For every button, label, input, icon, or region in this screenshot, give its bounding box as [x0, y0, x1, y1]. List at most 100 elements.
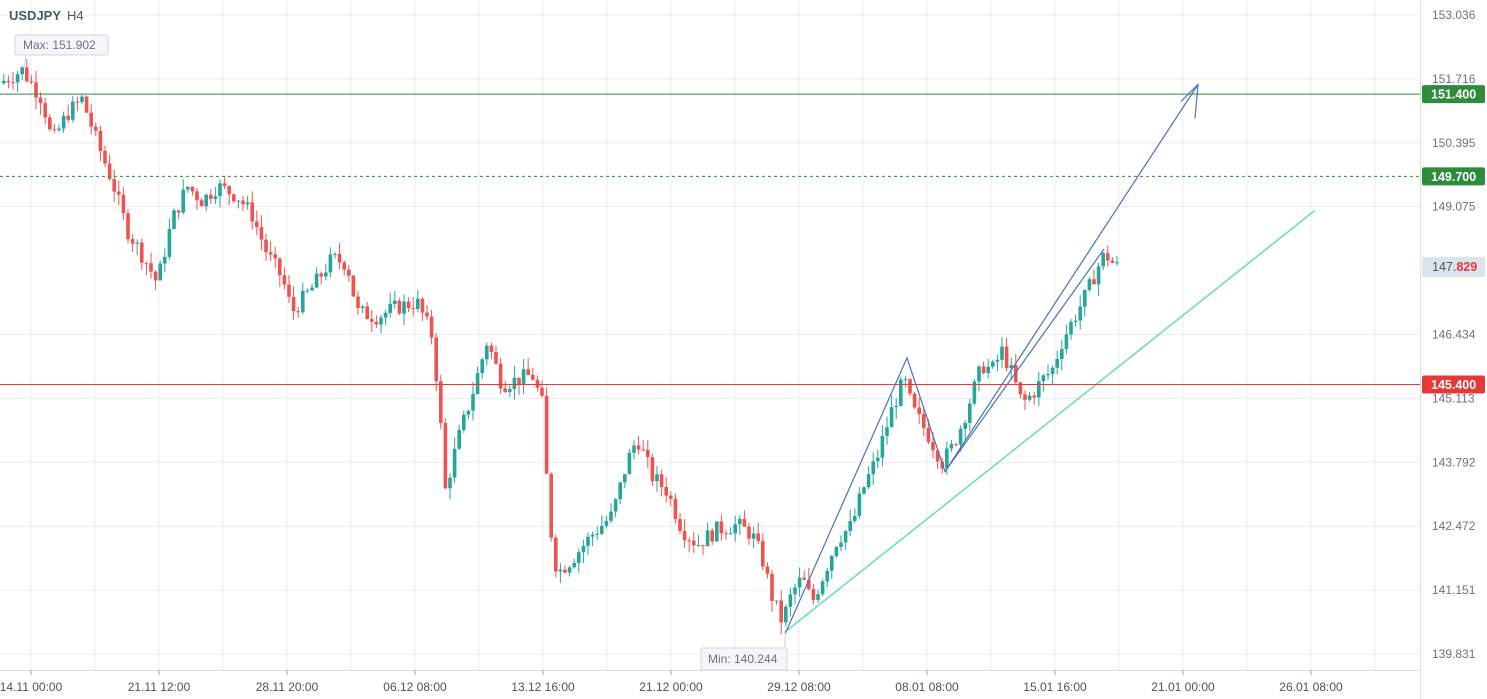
- candle-body: [595, 533, 599, 535]
- candle-body: [963, 422, 967, 429]
- candle-body: [908, 379, 912, 394]
- candle-body: [834, 546, 839, 557]
- candle-body: [356, 296, 360, 309]
- candle-body: [793, 587, 797, 595]
- y-tick-label: 142.472: [1432, 519, 1476, 533]
- current-price-badge: [1422, 256, 1485, 277]
- candle-body: [1032, 395, 1036, 398]
- candle-body: [627, 452, 632, 475]
- x-tick-label: 08.01 08:00: [895, 680, 959, 694]
- candle-body: [784, 606, 788, 623]
- candle-body: [452, 448, 457, 478]
- candle-body: [80, 96, 84, 102]
- candle-body: [149, 263, 153, 272]
- candle-body: [839, 542, 843, 547]
- candle-body: [314, 273, 319, 288]
- candle-body: [715, 521, 719, 542]
- candle-body: [351, 275, 356, 297]
- candle-body: [535, 379, 540, 388]
- candle-body: [572, 562, 576, 568]
- candle-body: [209, 194, 213, 199]
- wave-pattern: [784, 248, 1105, 635]
- candle-body: [360, 306, 365, 309]
- candle-body: [319, 273, 323, 277]
- candle-body: [797, 577, 802, 588]
- candle-body: [38, 97, 43, 104]
- candle-body: [374, 321, 379, 325]
- candle-body: [673, 498, 678, 520]
- candle-body: [678, 519, 682, 531]
- candle-body: [291, 296, 296, 312]
- candle-body: [512, 377, 517, 390]
- candle-body: [140, 242, 144, 263]
- candle-body: [1073, 320, 1078, 322]
- max-label-pointer: [23, 54, 27, 69]
- candle-body: [259, 227, 264, 240]
- candle-body: [485, 345, 489, 360]
- candle-body: [489, 345, 494, 352]
- candle-body: [1060, 348, 1064, 359]
- candle-body: [728, 533, 733, 535]
- candle-body: [526, 369, 530, 375]
- candle-body: [581, 545, 586, 553]
- arrow-head-icon: [1180, 82, 1199, 119]
- candle-body: [1009, 365, 1013, 369]
- candle-body: [692, 540, 696, 546]
- candle-body: [751, 533, 756, 539]
- candle-body: [636, 445, 641, 450]
- x-tick-label: 29.12 08:00: [767, 680, 831, 694]
- candle-body: [153, 271, 158, 281]
- candle-body: [402, 301, 406, 314]
- candle-body: [186, 186, 190, 190]
- candle-body: [71, 101, 75, 120]
- candle-body: [848, 521, 852, 532]
- price-level-label: 151.400: [1431, 88, 1476, 102]
- candle-body: [544, 395, 549, 474]
- candle-body: [912, 393, 917, 408]
- candle-body: [342, 262, 346, 270]
- candle-body: [843, 531, 848, 543]
- candle-body: [273, 254, 277, 259]
- x-tick-label: 21.12 00:00: [639, 680, 703, 694]
- candle-body: [439, 381, 443, 423]
- candle-body: [420, 298, 425, 313]
- x-tick-label: 06.12 08:00: [383, 680, 447, 694]
- candle-body: [655, 474, 659, 482]
- candle-body: [1050, 367, 1055, 374]
- candle-body: [705, 530, 710, 547]
- candle-body: [774, 600, 779, 602]
- candle-body: [6, 80, 11, 83]
- candle-body: [968, 403, 972, 423]
- candle-body: [899, 379, 903, 406]
- candle-body: [825, 570, 829, 582]
- candle-body: [1096, 266, 1101, 285]
- candle-body: [889, 407, 894, 428]
- candle-body: [1000, 346, 1004, 360]
- candle-body: [664, 487, 668, 496]
- projection-line: [944, 84, 1199, 472]
- current-price-label: 147.829: [1432, 260, 1477, 274]
- candle-body: [779, 600, 783, 623]
- x-tick-label: 14.11 00:00: [0, 680, 63, 694]
- candle-body: [167, 229, 172, 257]
- candle-body: [1055, 358, 1059, 368]
- candle-body: [204, 194, 208, 207]
- candle-body: [84, 96, 89, 113]
- y-tick-label: 149.075: [1432, 200, 1476, 214]
- y-tick-label: 150.395: [1432, 136, 1476, 150]
- candle-body: [604, 520, 609, 526]
- trend-line: [784, 209, 1316, 633]
- candle-body: [393, 300, 397, 304]
- candle-body: [954, 444, 958, 446]
- candle-body: [480, 359, 484, 374]
- candle-body: [250, 202, 254, 222]
- max-label-box: [14, 34, 109, 56]
- candle-body: [61, 115, 66, 129]
- candle-body: [761, 541, 765, 567]
- candle-body: [305, 290, 310, 292]
- candle-body: [20, 67, 24, 75]
- candle-body: [89, 112, 93, 127]
- candle-body: [590, 534, 595, 537]
- candle-body: [130, 239, 135, 244]
